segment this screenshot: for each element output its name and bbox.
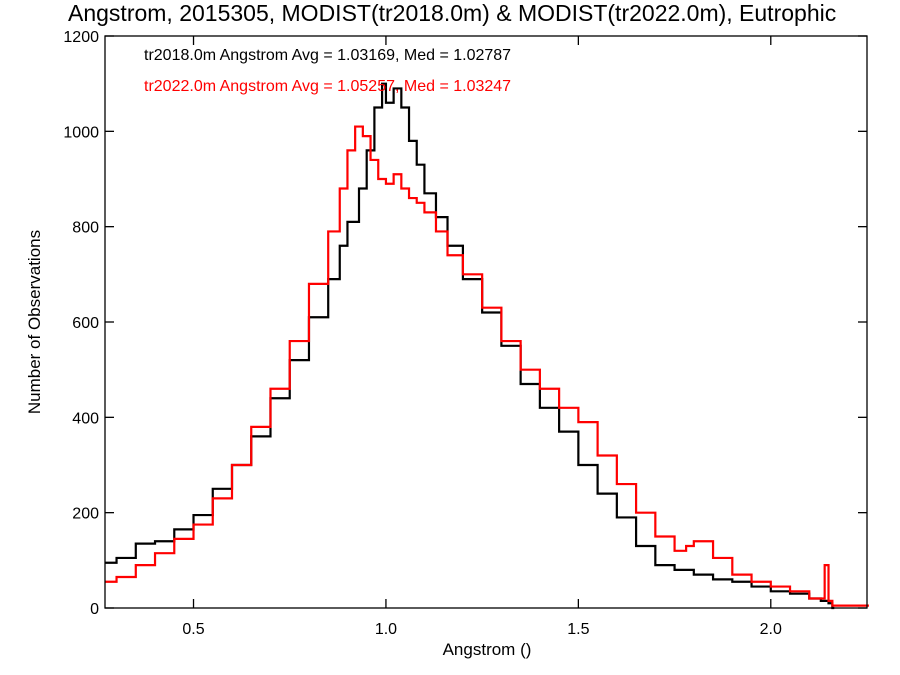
y-tick-label: 400 [72,410,99,427]
x-axis-label: Angstrom () [443,640,532,659]
histogram-series-1 [105,82,835,610]
axes: 0.5 1.0 1.5 2.0 0 200 400 600 800 1000 1200 [63,29,867,638]
y-tick-label: 1200 [63,29,99,46]
y-tick-label: 600 [72,315,99,332]
y-tick-label: 0 [90,601,99,618]
x-tick-label: 1.5 [567,621,589,638]
legend-annotation-2: tr2022.0m Angstrom Avg = 1.05257, Med = … [144,78,511,95]
plot-area [105,82,869,610]
histogram-series-2 [105,125,869,607]
x-tick-label: 1.0 [375,621,397,638]
plot-frame [104,35,868,609]
x-tick-label: 0.5 [182,621,204,638]
y-tick-label: 1000 [63,124,99,141]
chart-title: Angstrom, 2015305, MODIST(tr2018.0m) & M… [68,0,837,26]
x-tick-label: 2.0 [760,621,782,638]
y-tick-label: 200 [72,506,99,523]
y-axis-label: Number of Observations [25,230,44,414]
y-tick-label: 800 [72,220,99,237]
legend-annotation-1: tr2018.0m Angstrom Avg = 1.03169, Med = … [144,47,511,64]
